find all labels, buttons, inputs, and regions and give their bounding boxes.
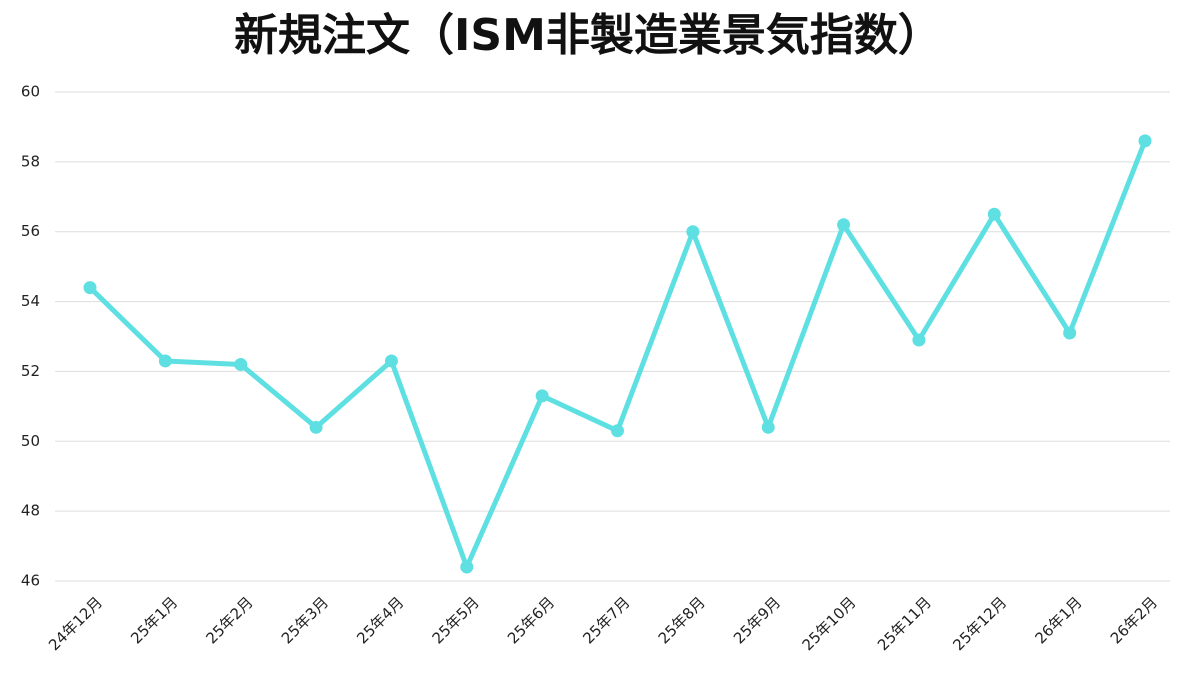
data-point — [1138, 134, 1152, 148]
x-tick-label: 24年12月 — [45, 593, 106, 654]
y-tick-label: 58 — [21, 152, 40, 170]
x-tick-label: 25年5月 — [429, 593, 483, 647]
data-point — [987, 207, 1001, 221]
x-tick-label: 25年10月 — [799, 593, 860, 654]
data-line — [88, 139, 1148, 570]
chart-title: 新規注文（ISM非製造業景気指数） — [234, 10, 942, 61]
x-tick-label: 25年4月 — [353, 593, 407, 647]
y-tick-label: 54 — [21, 292, 40, 310]
data-point — [535, 389, 549, 403]
data-point — [309, 420, 323, 434]
data-point — [837, 218, 851, 232]
x-tick-label: 25年9月 — [730, 593, 784, 647]
y-tick-label: 60 — [21, 83, 40, 101]
x-tick-label: 25年6月 — [504, 593, 558, 647]
x-tick-label: 25年11月 — [874, 593, 935, 654]
x-tick-label: 26年1月 — [1031, 593, 1085, 647]
x-tick-label: 25年12月 — [949, 593, 1010, 654]
data-point — [460, 560, 474, 574]
x-tick-label: 25年7月 — [579, 593, 633, 647]
x-tick-label: 25年2月 — [203, 593, 257, 647]
y-tick-label: 52 — [21, 362, 40, 380]
data-point — [83, 281, 97, 295]
data-point — [384, 354, 398, 368]
data-point — [686, 225, 700, 239]
data-point — [611, 424, 624, 438]
y-tick-label: 48 — [21, 502, 40, 520]
data-point — [1063, 326, 1077, 340]
x-tick-label: 25年3月 — [278, 593, 332, 647]
y-tick-label: 56 — [21, 222, 40, 240]
data-point — [912, 333, 926, 347]
x-tick-label: 25年1月 — [127, 593, 181, 647]
data-point — [158, 354, 172, 368]
x-tick-label: 25年8月 — [655, 593, 709, 647]
data-point — [761, 420, 775, 434]
y-tick-label: 46 — [21, 572, 40, 590]
data-point — [234, 357, 248, 371]
x-tick-label: 26年2月 — [1107, 593, 1161, 647]
y-tick-label: 50 — [21, 432, 40, 450]
